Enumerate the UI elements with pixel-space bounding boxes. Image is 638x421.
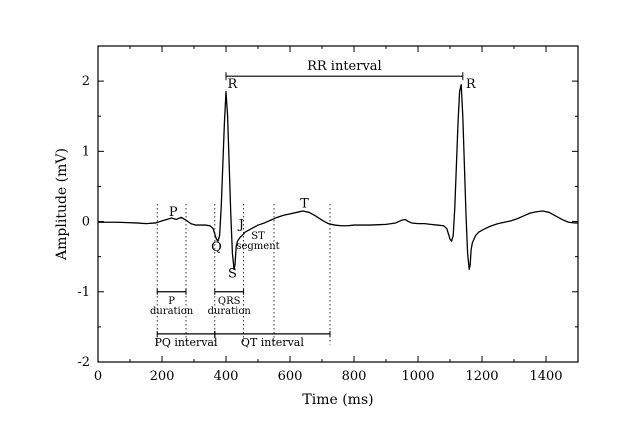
plot-frame	[97, 45, 579, 363]
rr-interval-label: RR interval	[307, 59, 382, 74]
x-tick-label: 200	[150, 369, 175, 384]
st-segment-label: segment	[236, 241, 279, 252]
x-tick-label: 400	[214, 369, 239, 384]
qt-interval-label: QT interval	[241, 336, 304, 349]
wave-label-j: J	[237, 218, 244, 233]
x-tick-label: 1400	[529, 369, 562, 384]
wave-label-s: S	[228, 267, 237, 282]
x-tick-label: 0	[94, 369, 102, 384]
y-tick-label: 2	[82, 74, 90, 89]
qrs-duration-label: duration	[208, 306, 252, 317]
p-duration-label: duration	[150, 306, 194, 317]
wave-label-t: T	[300, 197, 309, 212]
y-tick-label: -2	[77, 355, 90, 370]
x-tick-label: 1200	[465, 369, 498, 384]
y-tick-label: 0	[82, 215, 90, 230]
qrs-duration-label: QRS	[218, 296, 241, 307]
wave-labels: P Q R S J T R	[169, 77, 477, 282]
ecg-series	[98, 83, 578, 270]
x-tick-label: 1000	[401, 369, 434, 384]
x-ticks: 0 200 400 600 800 1000 1200 1400	[94, 46, 563, 384]
x-tick-label: 600	[278, 369, 303, 384]
st-segment-label: ST	[251, 231, 265, 242]
pq-interval-label: PQ interval	[155, 336, 218, 349]
wave-label-r: R	[466, 77, 477, 92]
y-ticks: -2 -1 0 1 2	[77, 45, 578, 370]
dotted-markers	[156, 204, 331, 345]
wave-label-p: P	[169, 205, 178, 220]
x-tick-label: 800	[342, 369, 367, 384]
y-tick-label: 1	[82, 144, 90, 159]
y-tick-label: -1	[77, 285, 90, 300]
p-duration-label: P	[168, 296, 175, 307]
wave-label-q: Q	[211, 240, 222, 255]
ecg-trace-line	[98, 83, 578, 270]
wave-label-r: R	[228, 77, 239, 92]
x-axis-title: Time (ms)	[302, 392, 373, 408]
y-axis-title: Amplitude (mV)	[54, 148, 70, 261]
